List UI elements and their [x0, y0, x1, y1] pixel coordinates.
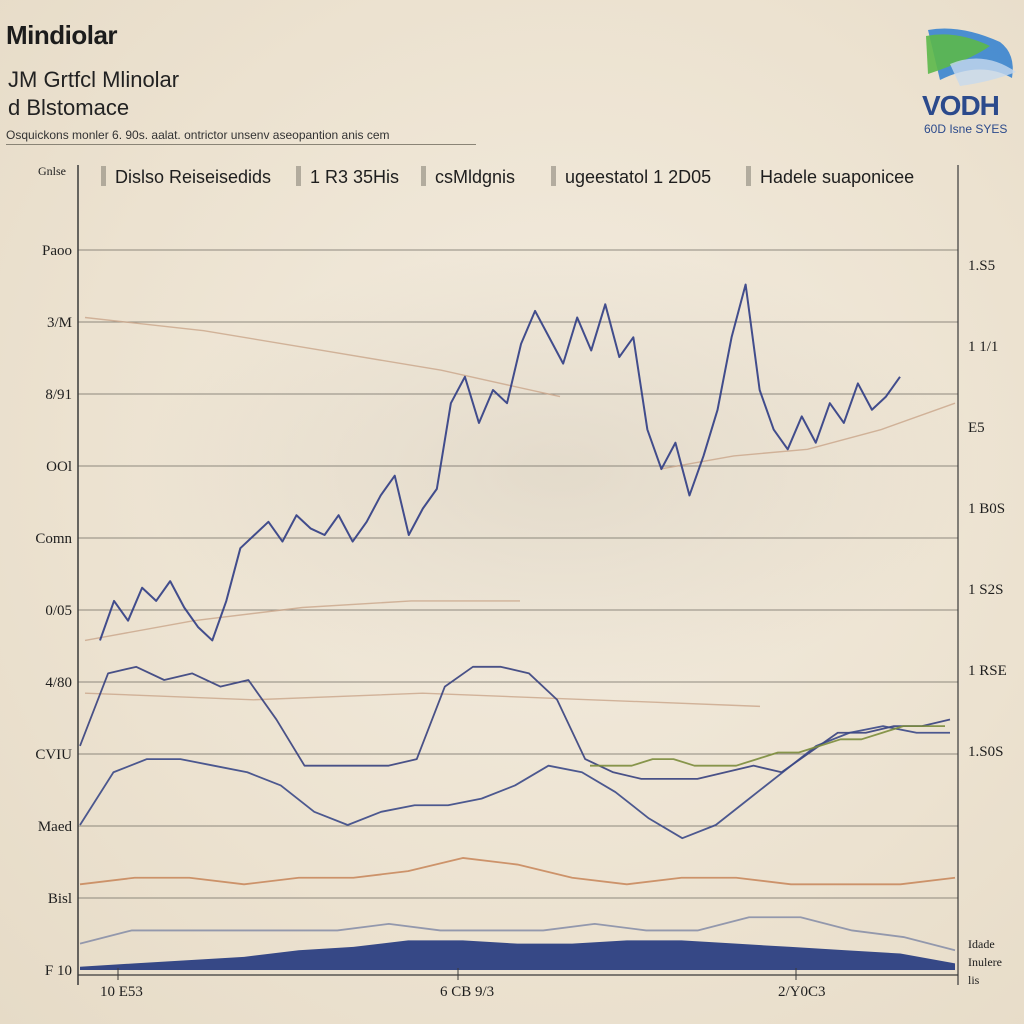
legend-swatch — [296, 166, 301, 186]
right-tick-label: 1.S5 — [968, 258, 995, 274]
left-tick-label: Paoo — [42, 243, 72, 259]
legend: Dislso Reiseisedids 1 R3 35His csMldgnis ug… — [101, 166, 914, 187]
logo-swoosh-green — [926, 34, 990, 74]
logo-text: VODH — [922, 90, 1000, 121]
guide-line — [84, 692, 761, 708]
grid-lines — [78, 249, 958, 899]
series-line — [79, 725, 950, 840]
left-tick-label: Comn — [35, 531, 72, 547]
left-tick-label: 3/M — [47, 315, 72, 331]
legend-swatch — [421, 166, 426, 186]
left-tick-label: F 10 — [45, 963, 72, 979]
legend-swatch — [746, 166, 751, 186]
y-axis-top-label: Gnlse — [38, 164, 66, 178]
left-tick-label: CVIU — [35, 747, 72, 763]
left-tick-label: OOl — [46, 459, 72, 475]
left-tick-label: Bisl — [48, 891, 72, 907]
right-tick-label: Idade — [968, 937, 995, 951]
right-tick-labels: 1.S5 1 1/1 E5 1 B0S 1 S2S 1 RSE 1.S0S Idade Inul… — [968, 258, 1007, 987]
right-tick-label: Inulere — [968, 955, 1002, 969]
series-line — [590, 725, 945, 767]
legend-entry: Dislso Reiseisedids — [115, 167, 271, 187]
right-tick-label: 1 S2S — [968, 582, 1003, 598]
chart-subtitle: JM Grtfcl Mlinolar d Blstomace — [8, 66, 179, 122]
left-tick-label: 8/91 — [45, 387, 72, 403]
chart-caption: Osquickons monler 6. 90s. aalat. ontrict… — [6, 128, 476, 145]
left-tick-label: 4/80 — [45, 675, 72, 691]
plot-haze — [140, 250, 980, 690]
series-line — [79, 916, 956, 952]
right-tick-label: 1 1/1 — [968, 339, 998, 355]
right-tick-label: lis — [968, 973, 980, 987]
legend-entry: Hadele suaponicee — [760, 167, 914, 187]
left-tick-label: 0/05 — [45, 603, 72, 619]
legend-entry: csMldgnis — [435, 167, 515, 187]
series-line — [79, 857, 956, 886]
x-tick-label: 6 CB 9/3 — [440, 984, 494, 1000]
guide-lines — [84, 316, 956, 708]
legend-entry: ugeestatol 1 2D05 — [565, 167, 711, 187]
series-group — [79, 283, 956, 970]
subtitle-line-1: JM Grtfcl Mlinolar — [8, 67, 180, 92]
logo-subtext: 60D Isne SYES — [924, 122, 1008, 136]
guide-line — [659, 402, 956, 470]
left-tick-labels: Paoo 3/M 8/91 OOl Comn 0/05 4/80 CVIU Maed Bisl F … — [35, 243, 72, 979]
legend-swatch — [101, 166, 106, 186]
x-tick-label: 10 E53 — [100, 984, 143, 1000]
left-tick-label: Maed — [38, 819, 73, 835]
legend-entry: 1 R3 35His — [310, 167, 399, 187]
right-tick-label: E5 — [968, 420, 985, 436]
guide-line — [84, 316, 561, 398]
legend-swatch — [551, 166, 556, 186]
chart-title: Mindiolar — [6, 20, 118, 50]
series-line — [99, 283, 901, 642]
subtitle-line-2: d Blstomace — [8, 95, 130, 120]
right-tick-label: 1.S0S — [968, 744, 1003, 760]
x-tick-labels: 10 E53 6 CB 9/3 2/Y0C3 — [100, 968, 826, 1000]
brand-logo-icon — [926, 28, 1016, 86]
right-tick-label: 1 B0S — [968, 501, 1005, 517]
guide-line — [84, 600, 520, 642]
x-tick-label: 2/Y0C3 — [778, 984, 826, 1000]
logo-swoosh-light — [950, 58, 1016, 86]
series-area — [80, 940, 955, 970]
right-tick-label: 1 RSE — [968, 663, 1007, 679]
